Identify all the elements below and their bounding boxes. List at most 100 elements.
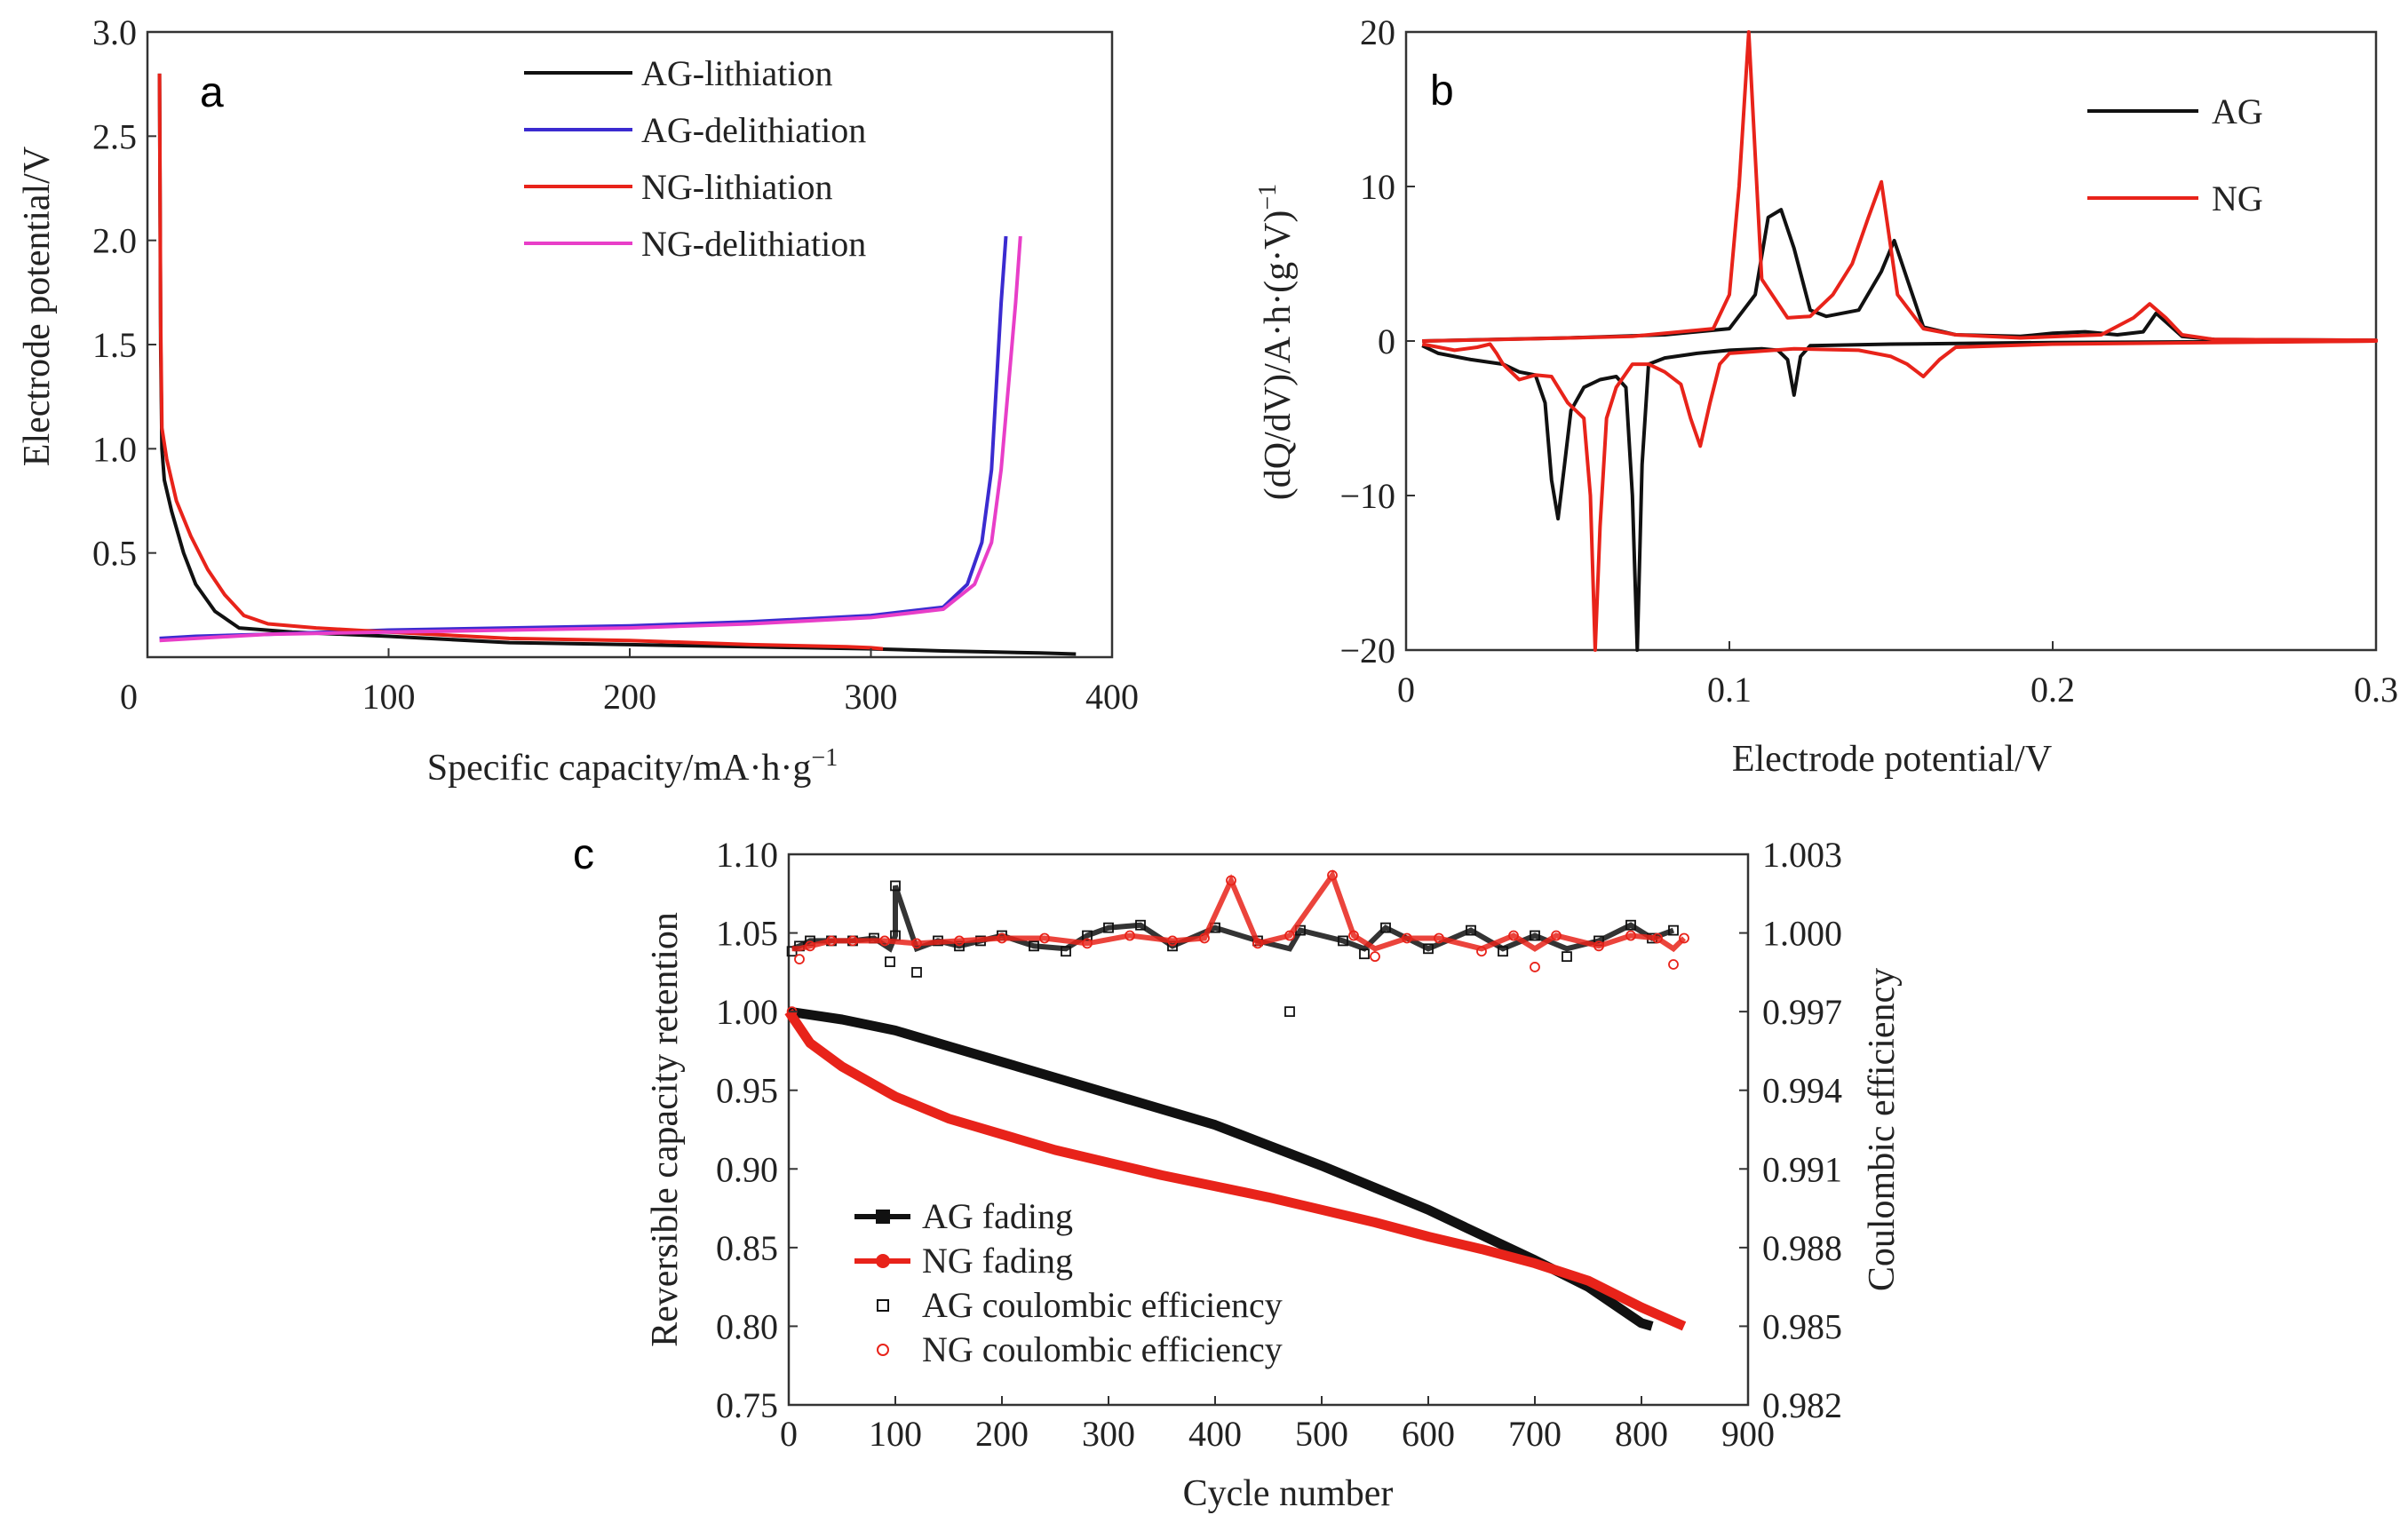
y-tick-label: 10 xyxy=(1360,167,1395,207)
panel-label-b: b xyxy=(1430,67,1454,115)
legend-label: NG xyxy=(2212,178,2263,218)
y-tick-label: 0.75 xyxy=(716,1385,778,1425)
y-tick-label: 1.10 xyxy=(716,835,778,875)
x-axis-label-a: Specific capacity/mA·h·g−1 xyxy=(427,744,838,789)
series-group-c xyxy=(784,869,1689,1331)
x-tick-label: 700 xyxy=(1508,1414,1562,1454)
x-axis-label-c: Cycle number xyxy=(1183,1473,1394,1514)
y-ticks-b: −20 −10 0 10 20 xyxy=(1339,12,1415,670)
y-tick-label: −10 xyxy=(1339,476,1395,516)
series-group-a xyxy=(157,73,1077,656)
series-line-c-ag-fading xyxy=(788,1006,1654,1331)
y2-tick-label: 0.982 xyxy=(1762,1385,1842,1425)
y-tick-label: 0.90 xyxy=(716,1149,778,1189)
panel-label-c: c xyxy=(573,831,594,878)
y-axis-label-b: (dQ/dV)/A·h·(g·V)−1 xyxy=(1254,184,1299,500)
series-line-a-ag-lithiation xyxy=(157,73,1077,656)
y2-tick-label: 0.997 xyxy=(1762,992,1842,1032)
x-tick-label: 200 xyxy=(975,1414,1029,1454)
point-c-ng-coulombic-efficiency xyxy=(1530,962,1540,972)
x-tick-label: 0.3 xyxy=(2354,670,2398,710)
legend-marker xyxy=(876,1254,890,1268)
x-tick-label: 100 xyxy=(362,677,416,717)
x-origin-label: 0 xyxy=(120,677,138,717)
x-tick-label: 500 xyxy=(1295,1414,1348,1454)
y-axis-label-c: Reversible capacity retention xyxy=(645,912,686,1347)
y2-tick-label: 1.000 xyxy=(1762,914,1842,954)
series-group-b xyxy=(1421,30,2378,652)
point-c-ng-coulombic-efficiency xyxy=(1668,959,1679,970)
x-tick-label: 200 xyxy=(603,677,656,717)
legend-label: AG-delithiation xyxy=(641,110,866,150)
x-tick-label: 300 xyxy=(1082,1414,1135,1454)
y-tick-label: 0.95 xyxy=(716,1071,778,1111)
series-line-b-ag xyxy=(1421,208,2378,652)
y2-tick-label: 0.985 xyxy=(1762,1306,1842,1346)
y-tick-label: 1.0 xyxy=(92,429,137,469)
legend-marker xyxy=(876,1210,890,1224)
point-c-ng-coulombic-efficiency xyxy=(794,954,805,964)
point-c-ng-coulombic-efficiency xyxy=(1370,951,1380,963)
y-tick-label: 1.00 xyxy=(716,992,778,1032)
y-tick-label: 0.85 xyxy=(716,1228,778,1268)
legend-b: AG NG xyxy=(2087,91,2263,218)
y-ticks-c: 0.75 0.80 0.85 0.90 0.95 1.00 1.05 1.10 xyxy=(716,835,798,1425)
x-axis-label-b: Electrode potential/V xyxy=(1732,739,2052,780)
legend-label: AG-lithiation xyxy=(641,53,833,93)
y-tick-label: 1.5 xyxy=(92,325,137,365)
series-band-c-ag-coulombic-efficiency xyxy=(791,884,1675,953)
legend-label: NG-delithiation xyxy=(641,224,866,264)
x-ticks-a: 01002003004000 xyxy=(120,648,1139,717)
series-line-b-ng xyxy=(1421,30,2378,652)
y2-tick-label: 1.003 xyxy=(1762,835,1842,875)
y-tick-label: 2.0 xyxy=(92,221,137,261)
y2-tick-label: 0.991 xyxy=(1762,1149,1842,1189)
legend-label-ng-fading: NG fading xyxy=(922,1241,1073,1281)
x-tick-label: 0.1 xyxy=(1707,670,1752,710)
y2-ticks-c: 0.982 0.985 0.988 0.991 0.994 0.997 1.000 1.003 xyxy=(1739,835,1842,1425)
y2-axis-label-c: Coulombic efficiency xyxy=(1862,968,1903,1291)
legend-marker xyxy=(877,1344,889,1356)
y-tick-label: 20 xyxy=(1360,12,1395,52)
y-ticks-a: 0.5 1.0 1.5 2.0 2.5 3.0 xyxy=(92,12,156,574)
x-tick-label: 0.2 xyxy=(2031,670,2075,710)
y-axis-label-a: Electrode potential/V xyxy=(17,147,58,466)
y-tick-label: 0.80 xyxy=(716,1306,778,1346)
legend-label: NG-lithiation xyxy=(641,167,833,207)
series-line-a-ng-delithiation xyxy=(159,235,1022,643)
plot-frame-a xyxy=(146,30,1114,659)
y-tick-label: 1.05 xyxy=(716,914,778,954)
y-tick-label: 0 xyxy=(1378,321,1395,361)
y-tick-label: 3.0 xyxy=(92,12,137,52)
panel-b: 0 0.1 0.2 0.3 −20 −10 0 10 20 b Electrode poten… xyxy=(1254,12,2398,780)
point-c-ag-coulombic-efficiency xyxy=(885,956,895,967)
x-tick-label: 900 xyxy=(1721,1414,1775,1454)
x-ticks-c: 0 100 200 300 400 500 600 700 800 900 xyxy=(780,1396,1775,1454)
point-c-ag-coulombic-efficiency xyxy=(911,966,922,978)
point-c-ng-coulombic-efficiency xyxy=(1679,932,1689,944)
panel-c: 0 100 200 300 400 500 600 700 800 900 0.75 0.80 0.8… xyxy=(573,831,1903,1514)
x-tick-label: 0 xyxy=(1397,670,1415,710)
y-tick-label: 2.5 xyxy=(92,116,137,156)
x-tick-label: 400 xyxy=(1085,677,1139,717)
x-tick-label: 0 xyxy=(780,1414,798,1454)
legend-label-ag-coulombic-efficiency: AG coulombic efficiency xyxy=(922,1285,1283,1325)
x-tick-label: 100 xyxy=(869,1414,922,1454)
point-c-ag-coulombic-efficiency xyxy=(1562,951,1572,963)
y2-tick-label: 0.988 xyxy=(1762,1228,1842,1268)
legend-a: AG-lithiation AG-delithiation NG-lithiatio… xyxy=(524,53,866,264)
x-ticks-b: 0 0.1 0.2 0.3 xyxy=(1397,641,2398,710)
series-line-c-ng-fading xyxy=(784,1009,1687,1331)
legend-marker xyxy=(877,1299,889,1312)
panel-a: 01002003004000 0.51.01.52.02.53.0 a Spec… xyxy=(17,12,1139,789)
y2-tick-label: 0.994 xyxy=(1762,1071,1842,1111)
series-line-a-ag-delithiation xyxy=(159,235,1008,640)
legend-label-ng-coulombic-efficiency: NG coulombic efficiency xyxy=(922,1329,1283,1369)
point-c-ag-coulombic-efficiency xyxy=(1284,1006,1295,1018)
x-tick-label: 400 xyxy=(1188,1414,1242,1454)
x-tick-label: 800 xyxy=(1615,1414,1668,1454)
panel-label-a: a xyxy=(200,69,224,116)
y-tick-label: 0.5 xyxy=(92,534,137,574)
series-line-a-ng-lithiation xyxy=(157,73,884,651)
